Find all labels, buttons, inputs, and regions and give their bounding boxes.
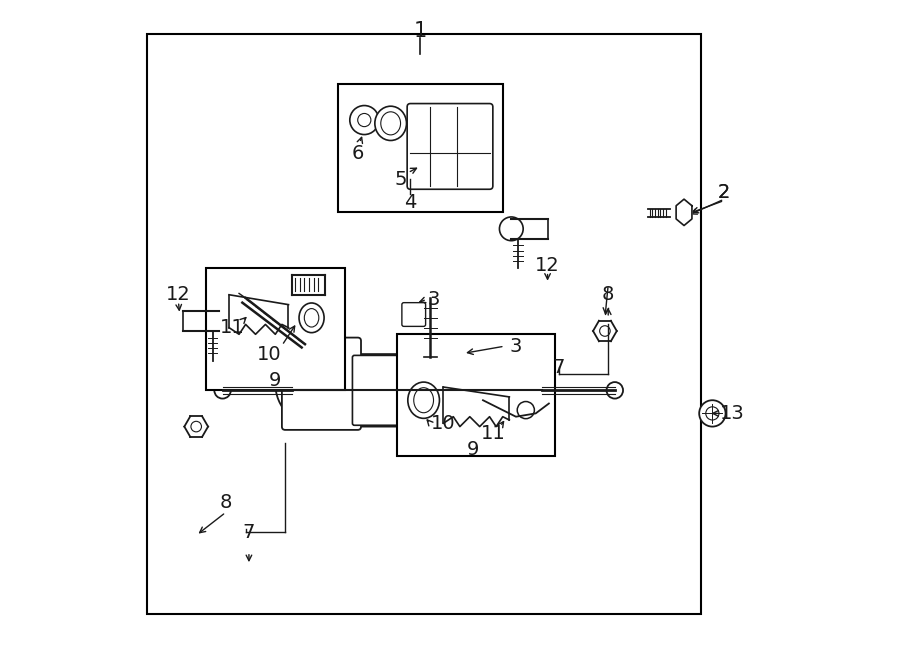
Circle shape [599, 326, 610, 336]
Text: 13: 13 [720, 404, 744, 423]
FancyBboxPatch shape [282, 338, 361, 430]
Text: 8: 8 [602, 285, 615, 305]
FancyBboxPatch shape [402, 303, 426, 326]
Circle shape [293, 336, 317, 359]
FancyBboxPatch shape [147, 34, 700, 614]
Text: 1: 1 [414, 21, 427, 41]
Text: 12: 12 [166, 285, 191, 305]
Polygon shape [676, 199, 692, 226]
Circle shape [207, 309, 231, 333]
Text: 12: 12 [536, 256, 560, 275]
Text: 5: 5 [394, 170, 407, 189]
Text: 2: 2 [718, 183, 731, 202]
Ellipse shape [408, 382, 439, 418]
FancyBboxPatch shape [338, 84, 503, 213]
Ellipse shape [414, 388, 434, 412]
Text: 9: 9 [269, 371, 282, 390]
FancyBboxPatch shape [407, 103, 493, 189]
Ellipse shape [304, 308, 319, 327]
Circle shape [275, 341, 361, 426]
Ellipse shape [374, 106, 407, 140]
Circle shape [537, 395, 554, 412]
Circle shape [500, 217, 523, 241]
Text: 9: 9 [467, 440, 480, 459]
Circle shape [191, 421, 202, 432]
FancyBboxPatch shape [446, 348, 465, 367]
Ellipse shape [607, 382, 623, 399]
Text: 11: 11 [220, 318, 245, 337]
Text: 8: 8 [220, 493, 232, 512]
Text: 6: 6 [352, 144, 364, 162]
Ellipse shape [299, 303, 324, 332]
Text: 3: 3 [428, 290, 440, 309]
Ellipse shape [214, 382, 230, 399]
Circle shape [292, 357, 345, 410]
FancyBboxPatch shape [353, 355, 416, 425]
Circle shape [699, 401, 725, 426]
FancyBboxPatch shape [206, 268, 345, 391]
FancyBboxPatch shape [397, 334, 555, 456]
Text: 7: 7 [553, 357, 565, 377]
FancyBboxPatch shape [289, 354, 545, 426]
Text: 11: 11 [481, 424, 505, 443]
Text: 3: 3 [509, 337, 522, 355]
Circle shape [518, 402, 535, 418]
Text: 7: 7 [243, 522, 255, 542]
Text: 4: 4 [404, 193, 417, 212]
Text: 10: 10 [431, 414, 455, 433]
Circle shape [357, 113, 371, 126]
Circle shape [706, 407, 719, 420]
Text: 2: 2 [718, 183, 731, 202]
Ellipse shape [381, 112, 400, 135]
Circle shape [350, 105, 379, 134]
Text: 10: 10 [257, 345, 282, 363]
